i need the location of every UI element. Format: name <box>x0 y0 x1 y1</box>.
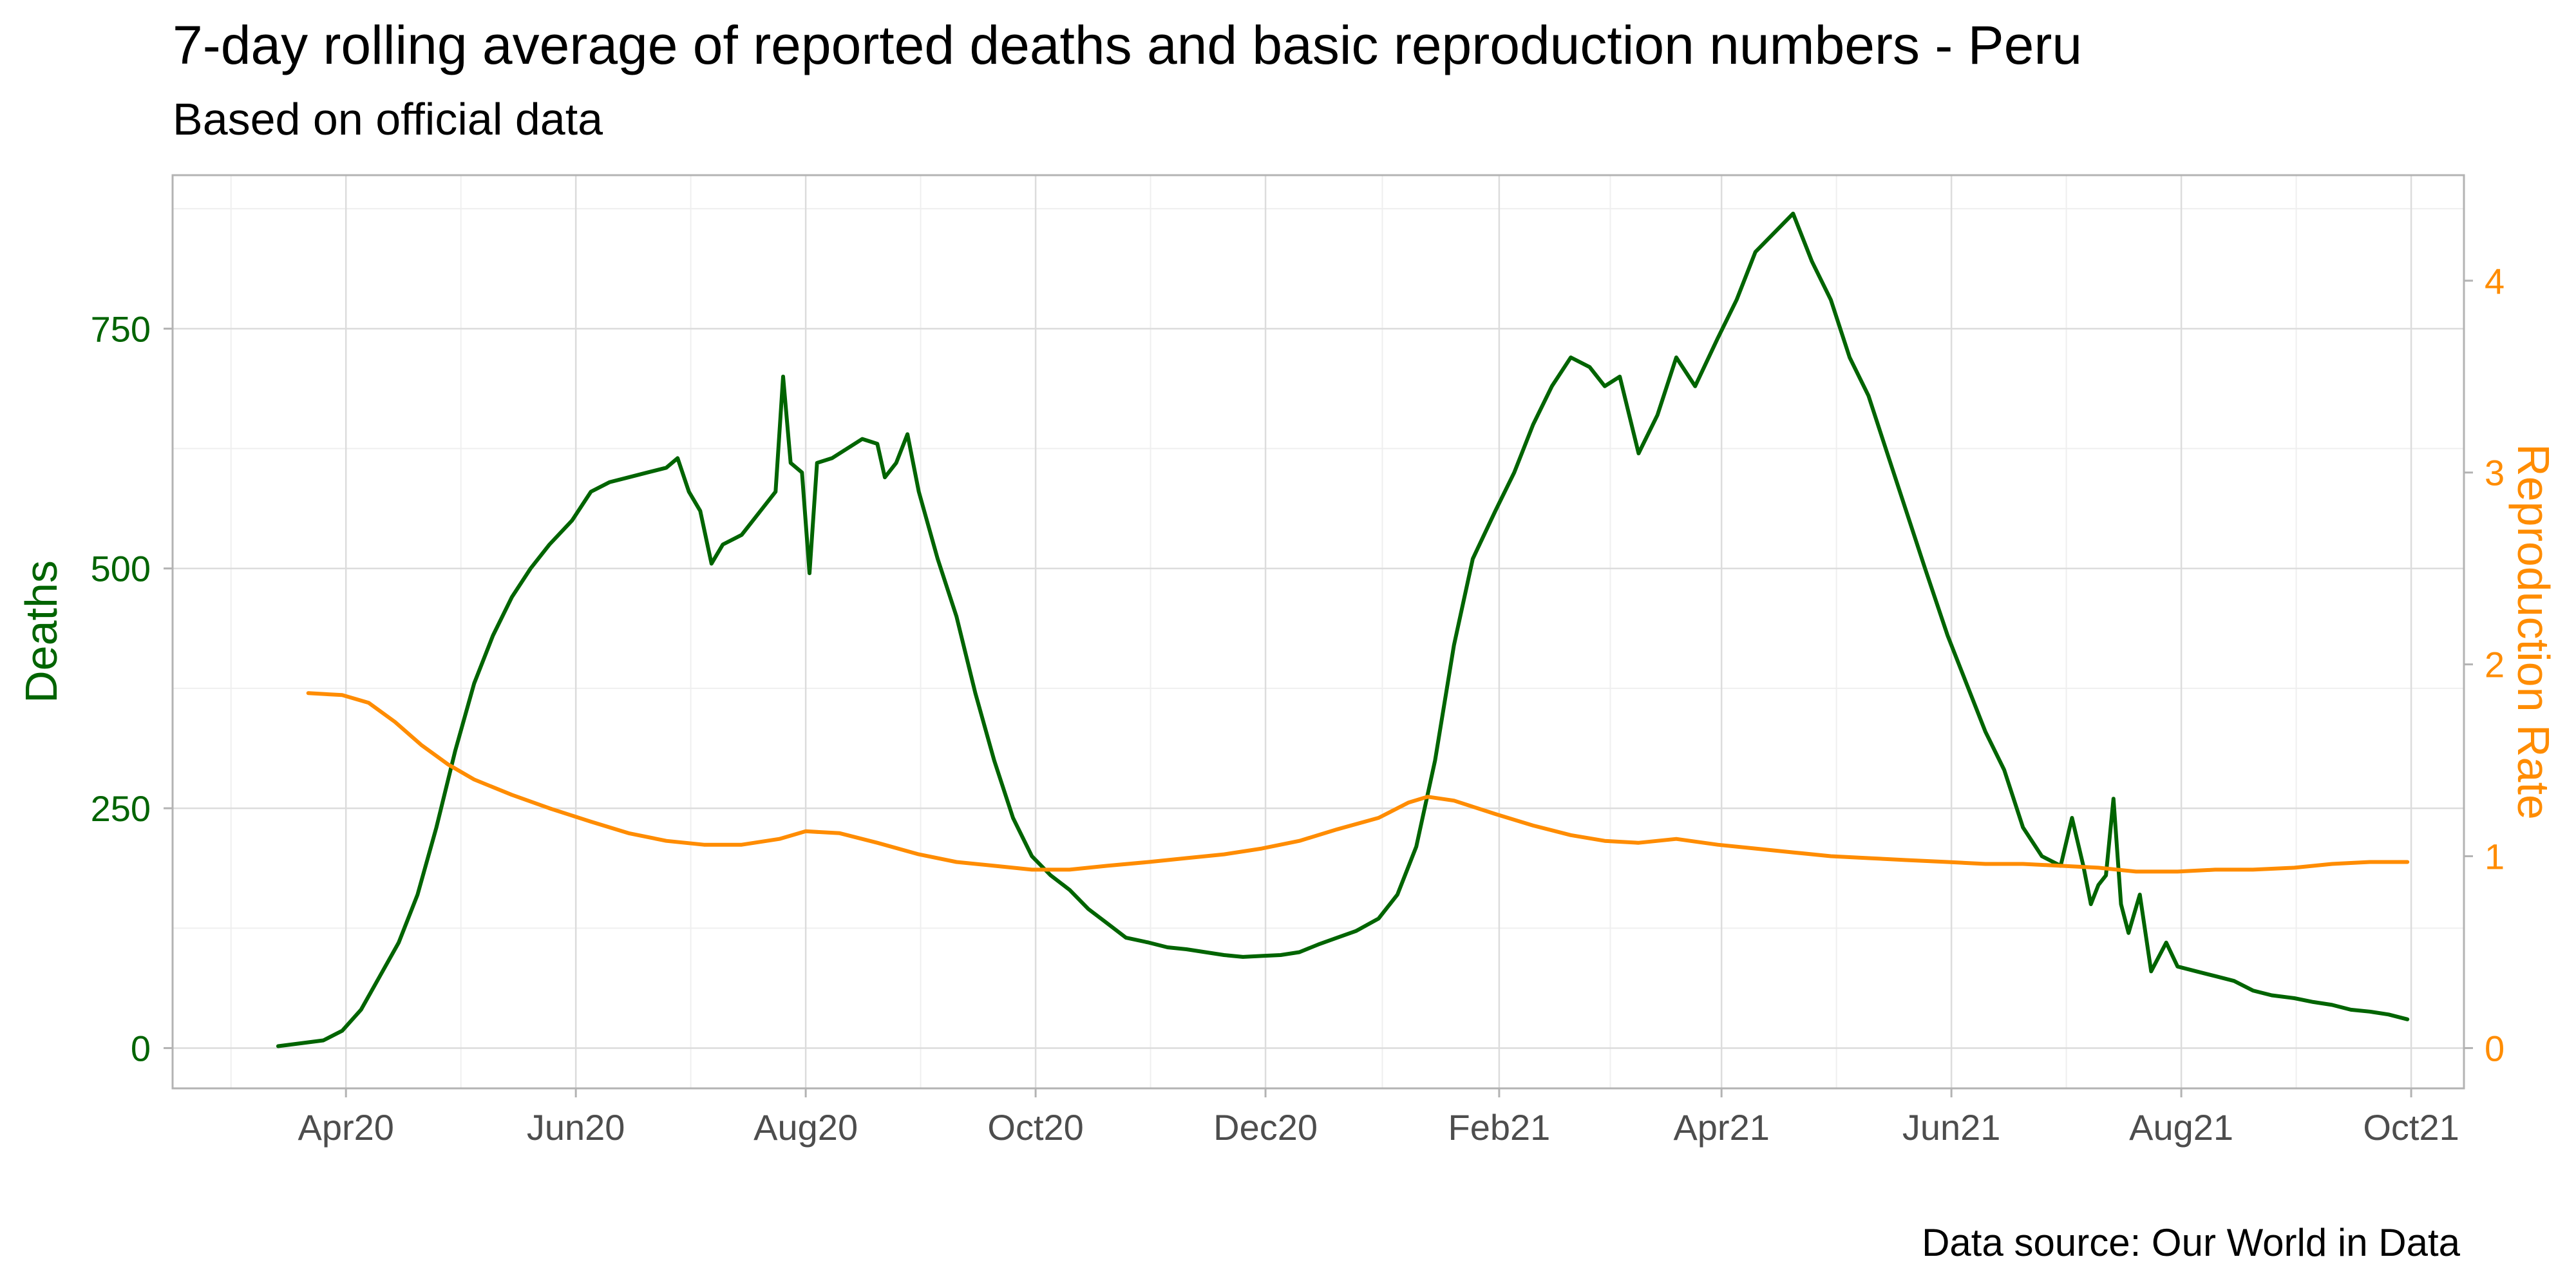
y-right-tick-label: 0 <box>2485 1028 2505 1068</box>
axis-layer: Apr20 Jun20 Aug20 Oct20 Dec20 Feb21 Apr21 Jun21… <box>91 261 2505 1148</box>
y-left-tick-label: 250 <box>91 788 151 829</box>
y-right-tick-label: 4 <box>2485 261 2505 301</box>
x-tick-label: Oct21 <box>2363 1107 2459 1148</box>
y-left-tick-label: 750 <box>91 308 151 349</box>
y-left-tick-label: 0 <box>131 1028 151 1068</box>
reproduction-series-line <box>306 691 2410 874</box>
deaths-series-line <box>276 211 2410 1048</box>
x-tick-label: Jun20 <box>527 1107 625 1148</box>
x-tick-label: Aug20 <box>753 1107 858 1148</box>
x-tick-label: Apr20 <box>298 1107 393 1148</box>
x-tick-label: Dec20 <box>1213 1107 1318 1148</box>
y-right-tick-label: 1 <box>2485 837 2505 877</box>
x-tick-label: Apr21 <box>1673 1107 1769 1148</box>
x-tick-label: Aug21 <box>2129 1107 2233 1148</box>
y-right-tick-label: 2 <box>2485 645 2505 685</box>
x-tick-label: Feb21 <box>1448 1107 1550 1148</box>
panel-border <box>171 174 2465 1090</box>
y-right-tick-label: 3 <box>2485 453 2505 493</box>
grid-lines <box>173 175 2464 1088</box>
chart-title: 7-day rolling average of reported deaths… <box>173 15 2083 75</box>
y-axis-right-title: Reproduction Rate <box>2508 444 2559 820</box>
y-axis-left-title: Deaths <box>16 560 66 703</box>
y-left-tick-label: 500 <box>91 549 151 589</box>
chart-subtitle: Based on official data <box>173 94 603 144</box>
series-layer <box>276 211 2410 1048</box>
x-tick-label: Jun21 <box>1902 1107 2001 1148</box>
source-caption: Data source: Our World in Data <box>1922 1221 2460 1264</box>
x-tick-label: Oct20 <box>987 1107 1083 1148</box>
